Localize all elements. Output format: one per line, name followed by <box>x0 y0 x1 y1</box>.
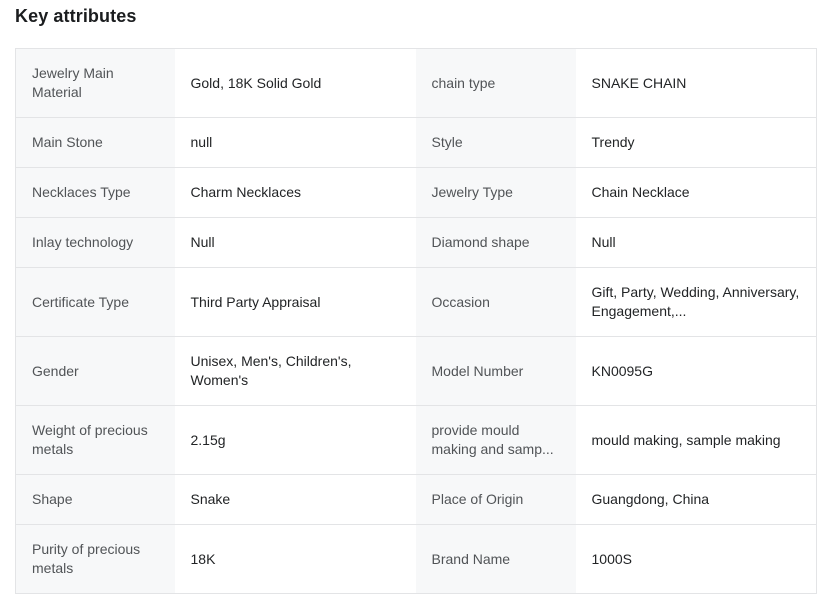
table-row: Shape Snake Place of Origin Guangdong, C… <box>15 474 817 525</box>
table-row: Jewelry Main Material Gold, 18K Solid Go… <box>15 48 817 118</box>
attr-label: Inlay technology <box>15 217 175 268</box>
attr-value: Null <box>174 217 416 268</box>
attr-value: SNAKE CHAIN <box>575 48 817 118</box>
attr-label: Main Stone <box>15 117 175 168</box>
attr-label: chain type <box>415 48 576 118</box>
attr-value: 1000S <box>575 524 817 594</box>
attr-label: Model Number <box>415 336 576 406</box>
attr-value: Gift, Party, Wedding, Anniversary, Engag… <box>575 267 817 337</box>
attr-label: Jewelry Type <box>415 167 576 218</box>
attr-label: Style <box>415 117 576 168</box>
table-row: Weight of precious metals 2.15g provide … <box>15 405 817 475</box>
attr-label: Diamond shape <box>415 217 576 268</box>
attr-value: 18K <box>174 524 416 594</box>
attr-label: Brand Name <box>415 524 576 594</box>
section-title: Key attributes <box>15 6 137 26</box>
attributes-table: Jewelry Main Material Gold, 18K Solid Go… <box>15 48 817 594</box>
attr-value: Gold, 18K Solid Gold <box>174 48 416 118</box>
table-row: Necklaces Type Charm Necklaces Jewelry T… <box>15 167 817 218</box>
attr-value: Chain Necklace <box>575 167 817 218</box>
attr-value: Guangdong, China <box>575 474 817 525</box>
attr-value: null <box>174 117 416 168</box>
attr-value: Snake <box>174 474 416 525</box>
table-row: Certificate Type Third Party Appraisal O… <box>15 267 817 337</box>
attr-value: Trendy <box>575 117 817 168</box>
attr-label: Weight of precious metals <box>15 405 175 475</box>
key-attributes-section: Key attributes Jewelry Main Material Gol… <box>15 6 817 594</box>
attr-label: provide mould making and samp... <box>415 405 576 475</box>
attr-label: Occasion <box>415 267 576 337</box>
attr-label: Gender <box>15 336 175 406</box>
attr-value: Null <box>575 217 817 268</box>
attr-value: mould making, sample making <box>575 405 817 475</box>
table-row: Main Stone null Style Trendy <box>15 117 817 168</box>
attr-value: Unisex, Men's, Children's, Women's <box>174 336 416 406</box>
attr-value: KN0095G <box>575 336 817 406</box>
table-row: Purity of precious metals 18K Brand Name… <box>15 524 817 594</box>
attr-value: 2.15g <box>174 405 416 475</box>
attr-label: Place of Origin <box>415 474 576 525</box>
attr-label: Certificate Type <box>15 267 175 337</box>
attr-label: Purity of precious metals <box>15 524 175 594</box>
attr-value: Third Party Appraisal <box>174 267 416 337</box>
table-row: Gender Unisex, Men's, Children's, Women'… <box>15 336 817 406</box>
attr-label: Jewelry Main Material <box>15 48 175 118</box>
attr-label: Shape <box>15 474 175 525</box>
attr-label: Necklaces Type <box>15 167 175 218</box>
table-row: Inlay technology Null Diamond shape Null <box>15 217 817 268</box>
attr-value: Charm Necklaces <box>174 167 416 218</box>
